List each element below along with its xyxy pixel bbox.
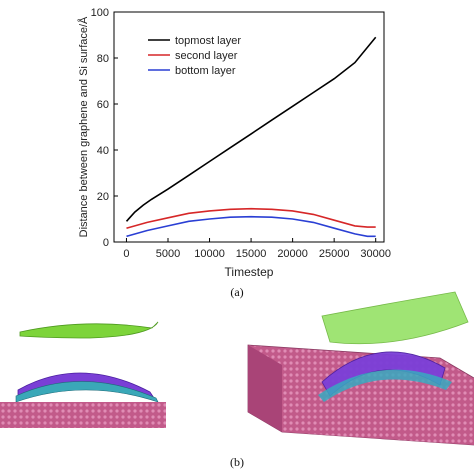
x-axis-ticks: 0 5000 10000 15000 20000 25000 30000 bbox=[123, 238, 391, 260]
y-tick-label: 20 bbox=[97, 191, 109, 203]
series-line-3 bbox=[126, 215, 376, 238]
plot-frame bbox=[113, 11, 385, 243]
legend-label: topmost layer bbox=[175, 35, 241, 47]
legend: topmost layer second layer bottom layer bbox=[148, 35, 241, 77]
x-tick-label: 25000 bbox=[319, 248, 350, 260]
side-view-illustration bbox=[0, 321, 166, 428]
y-tick-label: 60 bbox=[97, 99, 109, 111]
x-axis-label: Timestep bbox=[225, 265, 274, 279]
x-tick-label: 30000 bbox=[360, 248, 391, 260]
x-tick-label: 20000 bbox=[277, 248, 308, 260]
x-tick-label: 0 bbox=[123, 248, 129, 260]
series-line-2 bbox=[126, 207, 376, 229]
caption-b: (b) bbox=[230, 455, 244, 469]
series-line-1 bbox=[125, 36, 377, 222]
y-axis-ticks: 0 20 40 60 80 100 bbox=[91, 7, 118, 249]
legend-label: bottom layer bbox=[175, 65, 236, 77]
legend-label: second layer bbox=[175, 50, 238, 62]
perspective-view-illustration bbox=[247, 291, 474, 446]
x-tick-label: 10000 bbox=[194, 248, 225, 260]
x-tick-label: 5000 bbox=[156, 248, 180, 260]
caption-a: (a) bbox=[230, 285, 243, 299]
y-axis-label: Distance between graphene and Si surface… bbox=[77, 16, 90, 237]
y-tick-label: 0 bbox=[103, 237, 109, 249]
y-tick-label: 80 bbox=[97, 53, 109, 65]
y-tick-label: 100 bbox=[91, 7, 109, 19]
x-tick-label: 15000 bbox=[236, 248, 267, 260]
series-layer bbox=[125, 36, 377, 238]
y-tick-label: 40 bbox=[97, 145, 109, 157]
